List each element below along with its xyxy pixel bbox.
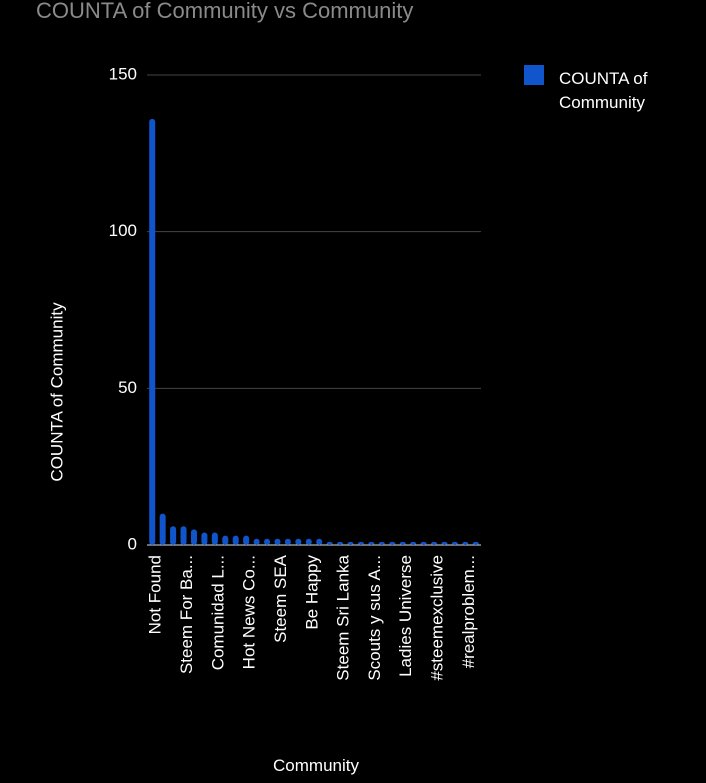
bar [420,541,427,545]
bar [253,538,260,545]
bar [305,538,312,545]
bar [295,538,302,545]
bar [410,541,417,545]
x-axis-title: Community [273,756,359,775]
x-tick-label: Be Happy [302,555,321,630]
chart-title: COUNTA of Community vs Community [36,0,413,23]
bar [190,529,197,545]
bar [149,118,156,545]
x-tick-label: Steem SEA [271,554,290,643]
bar [357,541,364,545]
bar [159,513,166,545]
bar [337,541,344,545]
x-tick-label: #realproblem... [459,555,478,668]
bar [451,541,458,545]
bar [232,535,239,545]
bar [326,541,333,545]
bar [201,532,208,545]
bar [378,541,385,545]
bar [170,526,177,545]
bar [462,541,469,545]
y-axis-title: COUNTA of Community [47,302,66,482]
legend-swatch [524,65,544,85]
y-tick-label: 0 [128,534,137,553]
legend-label: COUNTA of Community [559,69,648,112]
x-tick-label: Scouts y sus A... [365,555,384,681]
bar [399,541,406,545]
bar [441,541,448,545]
bar [316,538,323,545]
bar [243,535,250,545]
x-tick-label: Ladies Universe [396,555,415,677]
bar [347,541,354,545]
bar [284,538,291,545]
bar [472,541,479,545]
x-tick-label: Not Found [146,555,165,634]
bar [389,541,396,545]
y-tick-label: 100 [109,221,137,240]
bar [264,538,271,545]
bar [431,541,438,545]
bar [180,526,187,545]
x-tick-label: Steem For Ba... [177,555,196,674]
bar [368,541,375,545]
x-tick-label: #steemexclusive [428,555,447,681]
bar [222,535,229,545]
x-tick-label: Comunidad L... [208,555,227,670]
y-tick-label: 50 [118,378,137,397]
bar [274,538,281,545]
x-tick-label: Steem Sri Lanka [334,554,353,680]
x-tick-label: Hot News Co... [240,555,259,669]
bar [211,532,218,545]
y-tick-label: 150 [109,64,137,83]
